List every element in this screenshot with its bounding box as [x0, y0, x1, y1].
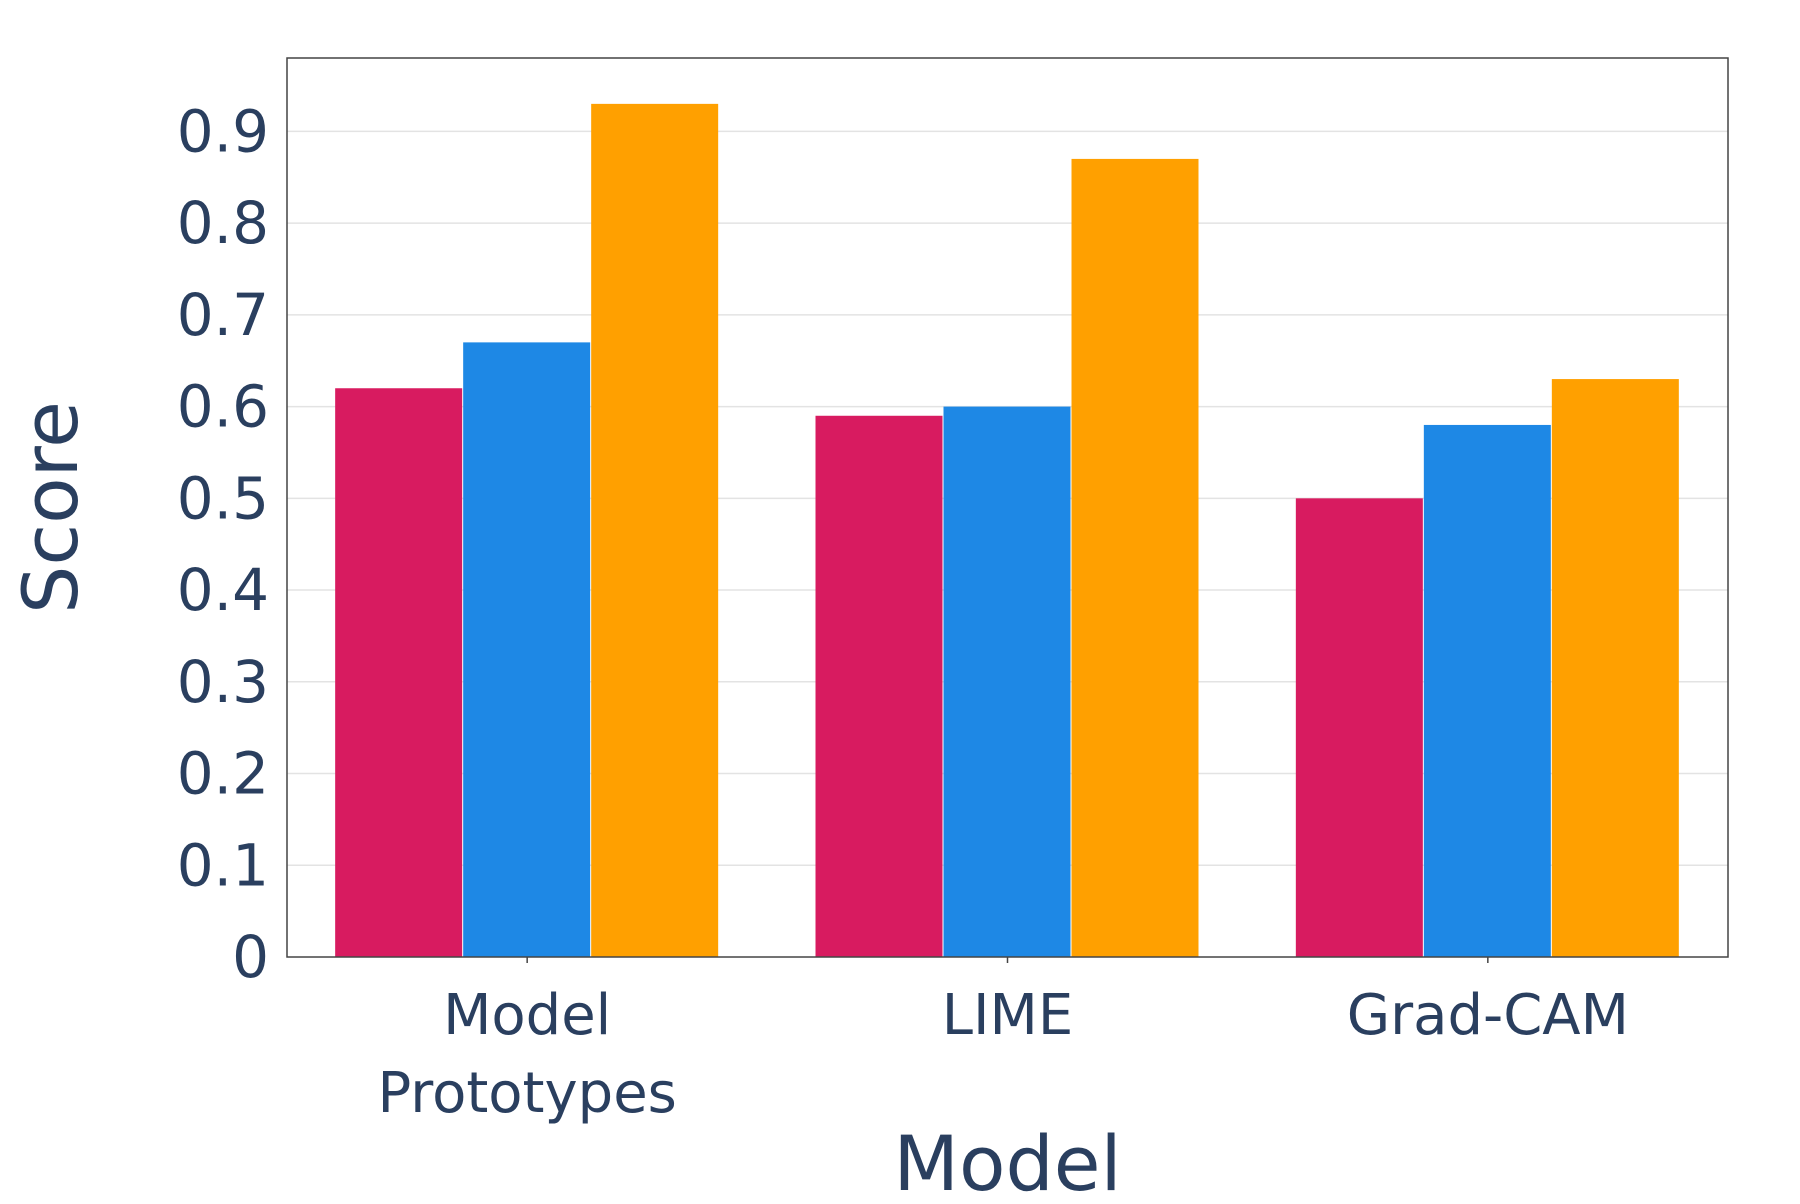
bar: [1551, 379, 1679, 958]
y-tick-label: 0.3: [177, 648, 269, 716]
y-tick-label: 0.5: [177, 464, 269, 532]
y-tick-label: 0: [232, 923, 269, 991]
bar: [815, 415, 943, 957]
x-tick-label: LIME: [942, 983, 1073, 1048]
bar: [463, 342, 591, 957]
y-tick-label: 0.7: [177, 281, 269, 349]
bar: [1071, 158, 1199, 958]
y-tick-labels: 0 0.1 0.2 0.3 0.4 0.5 0.6 0.7 0.8 0.9: [177, 97, 269, 991]
bar: [1423, 424, 1551, 957]
y-tick-label: 0.9: [177, 97, 269, 165]
x-tick-label: Grad-CAM: [1347, 983, 1629, 1048]
bars: [335, 103, 1679, 958]
y-tick-label: 0.6: [177, 373, 269, 441]
y-axis-title: Score: [6, 401, 95, 614]
x-axis-title: Model: [893, 1119, 1121, 1200]
bar: [591, 103, 719, 957]
bar: [1295, 498, 1423, 957]
bar: [335, 388, 463, 958]
bar: [943, 406, 1071, 958]
y-tick-label: 0.4: [177, 556, 269, 624]
y-tick-label: 0.1: [177, 831, 269, 899]
x-tick-labels: Model Prototypes LIME Grad-CAM: [377, 957, 1629, 1126]
y-tick-label: 0.8: [177, 189, 269, 257]
y-tick-label: 0.2: [177, 740, 269, 808]
x-tick-label: Model: [443, 983, 611, 1048]
x-tick-label: Prototypes: [377, 1061, 676, 1126]
